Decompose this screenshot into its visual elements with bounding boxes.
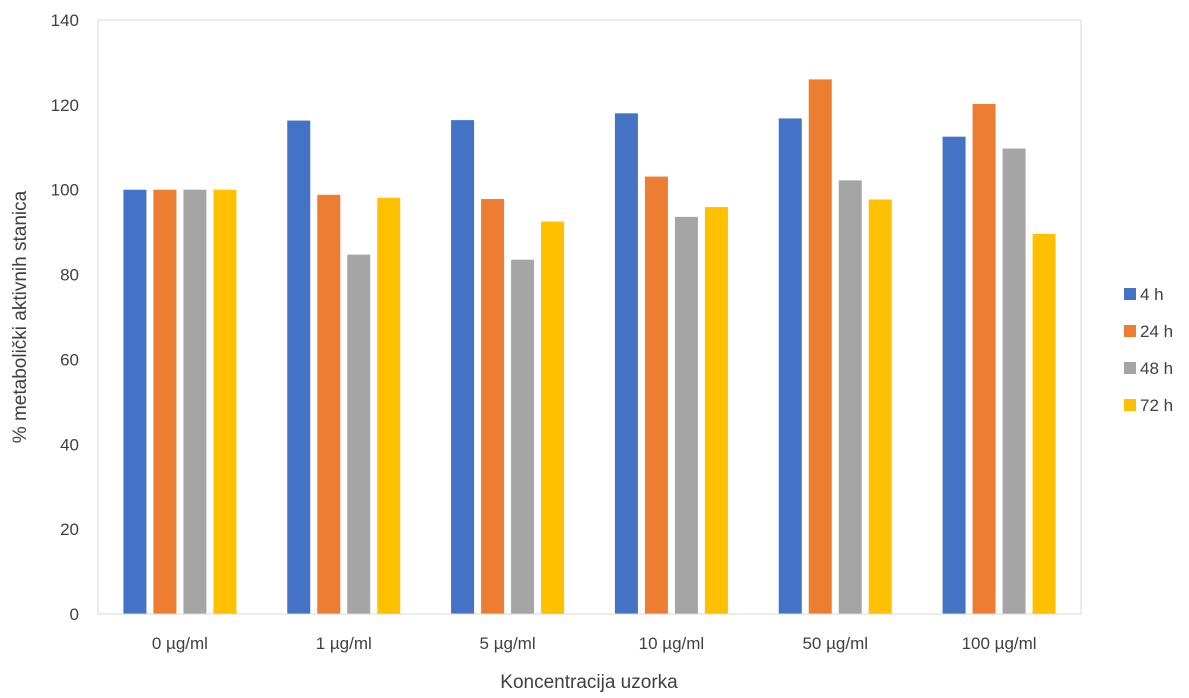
y-axis-ticks: 0 20 40 60 80 100 120 140 (51, 11, 79, 624)
bar (778, 118, 802, 615)
bar (317, 194, 341, 614)
legend-label: 48 h (1140, 359, 1173, 378)
legend-label: 4 h (1140, 285, 1164, 304)
x-tick-label: 50 µg/ml (802, 634, 868, 653)
y-tick-label: 0 (70, 605, 79, 624)
bar (838, 180, 862, 614)
y-tick-label: 40 (60, 435, 79, 454)
x-axis-ticks: 0 µg/ml 1 µg/ml 5 µg/ml 10 µg/ml 50 µg/ml 100… (152, 634, 1037, 653)
legend: 4 h 24 h 48 h 72 h (1124, 285, 1173, 415)
bar (183, 189, 207, 614)
bar (1002, 148, 1026, 614)
legend-swatch (1124, 325, 1136, 337)
legend-label: 24 h (1140, 322, 1173, 341)
y-tick-label: 20 (60, 520, 79, 539)
bar (614, 113, 638, 614)
bar (868, 199, 892, 614)
bar (1032, 233, 1056, 614)
legend-swatch (1124, 362, 1136, 374)
y-tick-label: 140 (51, 11, 79, 30)
x-tick-label: 1 µg/ml (316, 634, 372, 653)
bar (213, 189, 237, 614)
y-tick-label: 60 (60, 350, 79, 369)
y-tick-label: 80 (60, 266, 79, 285)
bar (704, 207, 728, 615)
bar (451, 120, 475, 614)
bar (511, 259, 535, 614)
bar (287, 120, 311, 614)
bar (377, 197, 401, 614)
legend-swatch (1124, 399, 1136, 411)
bar (347, 254, 371, 614)
bar (942, 136, 966, 614)
y-tick-label: 120 (51, 96, 79, 115)
bar (541, 221, 565, 615)
bar (481, 199, 505, 615)
bars-group (123, 79, 1056, 615)
legend-label: 72 h (1140, 396, 1173, 415)
x-tick-label: 10 µg/ml (639, 634, 705, 653)
bar (123, 189, 147, 614)
x-tick-label: 5 µg/ml (480, 634, 536, 653)
x-tick-label: 100 µg/ml (962, 634, 1037, 653)
bar (808, 79, 832, 614)
bar (644, 176, 668, 614)
plot-area-frame (97, 19, 1082, 615)
y-axis-title: % metabolički aktivnih stanica (10, 190, 31, 443)
bar (972, 104, 996, 614)
bar (153, 189, 177, 614)
x-tick-label: 0 µg/ml (152, 634, 208, 653)
bar (674, 216, 698, 614)
x-axis-title: Koncentracija uzorka (500, 672, 678, 693)
y-tick-label: 100 (51, 181, 79, 200)
legend-swatch (1124, 288, 1136, 300)
